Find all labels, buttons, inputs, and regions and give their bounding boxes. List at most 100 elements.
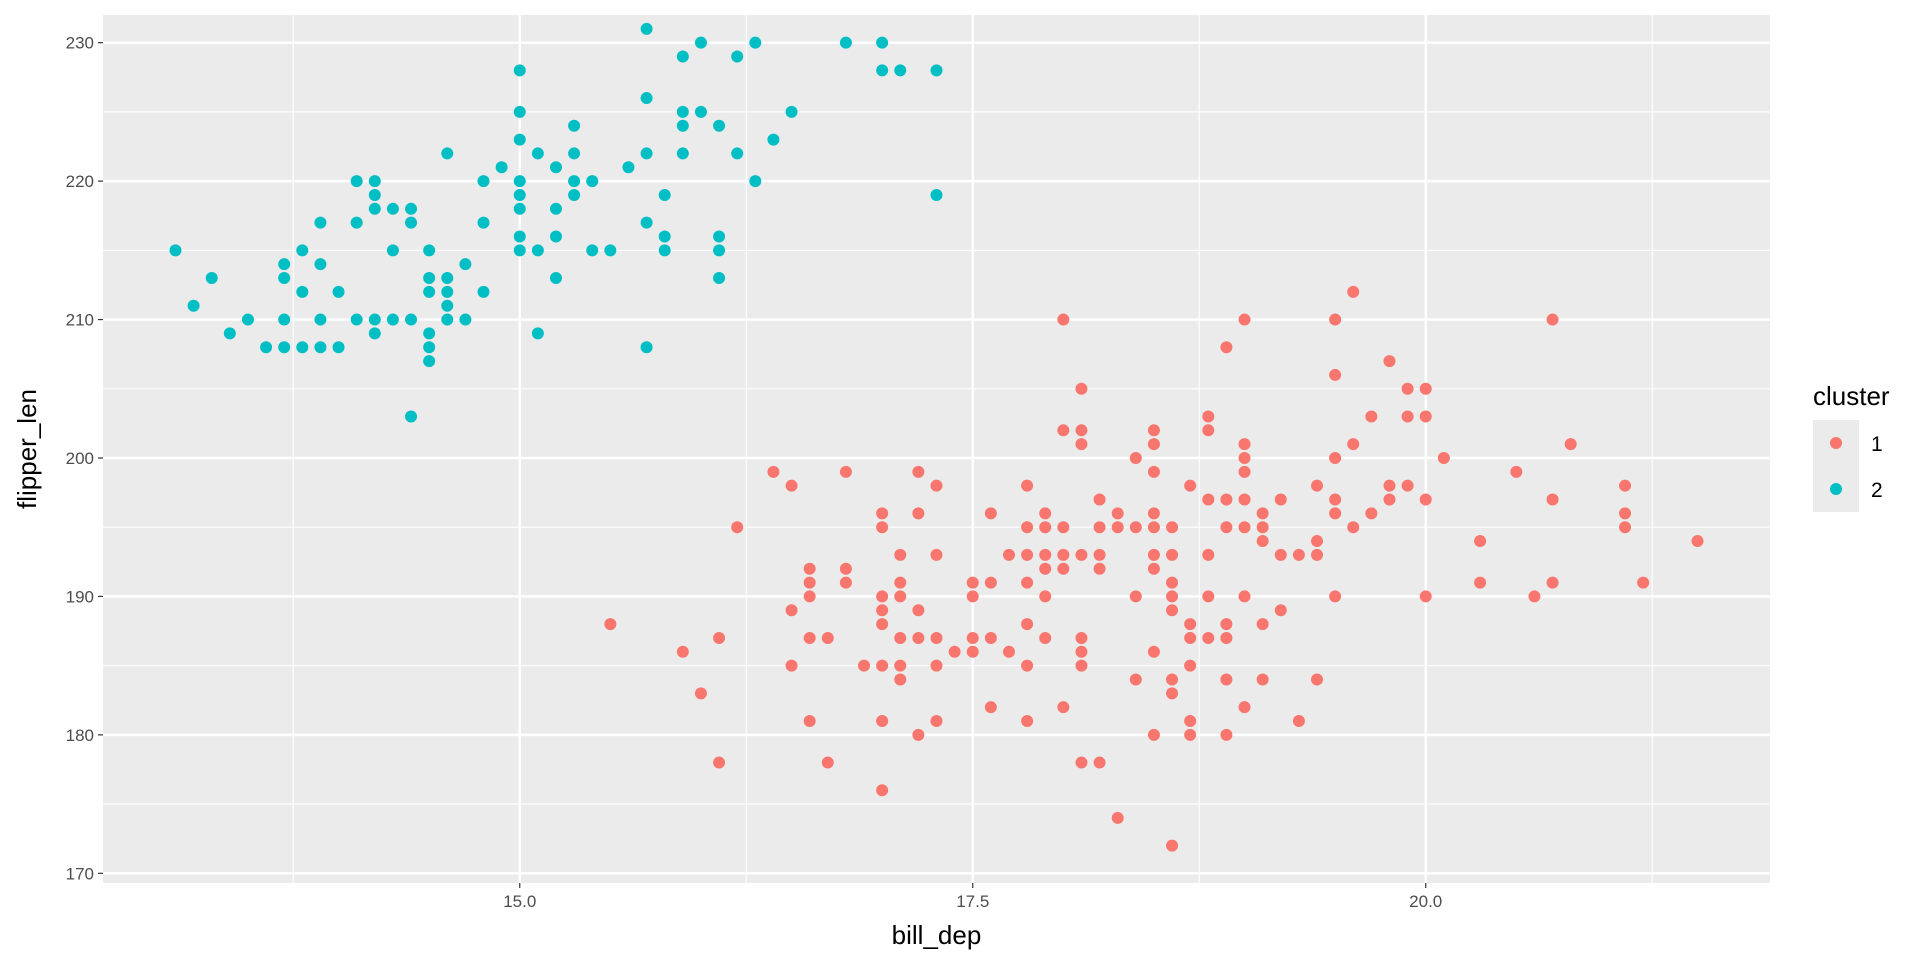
data-point [803, 576, 816, 589]
data-point [1419, 493, 1432, 506]
data-point [930, 188, 943, 201]
data-point [1075, 659, 1088, 672]
data-point [1057, 562, 1070, 575]
data-point [1238, 465, 1251, 478]
data-point [531, 244, 544, 257]
data-point [1002, 645, 1015, 658]
data-point [912, 507, 925, 520]
data-point [368, 202, 381, 215]
data-point [278, 313, 291, 326]
data-point [1202, 424, 1215, 437]
y-tick-label: 220 [66, 172, 94, 191]
data-point [912, 728, 925, 741]
data-point [948, 645, 961, 658]
data-point [314, 258, 327, 271]
data-point [876, 64, 889, 77]
data-point [223, 327, 236, 340]
data-point [513, 202, 526, 215]
data-point [1292, 715, 1305, 728]
data-point [966, 645, 979, 658]
data-point [1184, 479, 1197, 492]
data-point [296, 341, 309, 354]
data-point [1564, 438, 1577, 451]
data-point [568, 147, 581, 160]
data-point [423, 244, 436, 257]
data-point [1166, 604, 1179, 617]
data-point [894, 631, 907, 644]
data-point [549, 230, 562, 243]
data-point [966, 631, 979, 644]
data-point [640, 341, 653, 354]
data-point [386, 313, 399, 326]
data-point [1202, 631, 1215, 644]
data-point [1546, 576, 1559, 589]
data-point [1329, 451, 1342, 464]
data-point [839, 465, 852, 478]
data-point [568, 119, 581, 132]
data-point [713, 244, 726, 257]
data-point [278, 341, 291, 354]
data-point [350, 313, 363, 326]
data-point [1166, 548, 1179, 561]
data-point [350, 175, 363, 188]
legend-key [1830, 437, 1842, 449]
data-point [876, 659, 889, 672]
data-point [1184, 659, 1197, 672]
x-tick-label: 20.0 [1409, 892, 1442, 911]
data-point [531, 147, 544, 160]
data-point [513, 105, 526, 118]
data-point [241, 313, 254, 326]
data-point [296, 244, 309, 257]
data-point [568, 188, 581, 201]
data-point [894, 548, 907, 561]
data-point [1238, 590, 1251, 603]
data-point [749, 36, 762, 49]
data-point [1365, 410, 1378, 423]
data-point [676, 147, 689, 160]
data-point [1039, 521, 1052, 534]
data-point [839, 36, 852, 49]
data-point [1619, 479, 1632, 492]
data-point [1075, 631, 1088, 644]
data-point [731, 147, 744, 160]
data-point [549, 202, 562, 215]
data-point [658, 188, 671, 201]
data-point [640, 147, 653, 160]
data-point [1075, 548, 1088, 561]
data-point [1147, 521, 1160, 534]
data-point [713, 119, 726, 132]
data-point [1401, 382, 1414, 395]
data-point [513, 230, 526, 243]
data-point [459, 258, 472, 271]
data-point [1057, 521, 1070, 534]
data-point [568, 175, 581, 188]
data-point [1238, 313, 1251, 326]
data-point [1075, 382, 1088, 395]
data-point [1147, 438, 1160, 451]
data-point [1147, 562, 1160, 575]
data-point [441, 272, 454, 285]
data-point [477, 216, 490, 229]
data-point [984, 631, 997, 644]
data-point [423, 355, 436, 368]
data-point [713, 631, 726, 644]
data-point [912, 631, 925, 644]
data-point [1383, 479, 1396, 492]
data-point [676, 119, 689, 132]
data-point [1474, 535, 1487, 548]
y-tick-label: 180 [66, 726, 94, 745]
data-point [1311, 673, 1324, 686]
data-point [1292, 548, 1305, 561]
data-point [984, 507, 997, 520]
data-point [767, 465, 780, 478]
data-point [1274, 604, 1287, 617]
legend-key [1830, 483, 1842, 495]
data-point [1093, 521, 1106, 534]
data-point [1075, 645, 1088, 658]
data-point [1021, 715, 1034, 728]
data-point [694, 105, 707, 118]
data-point [423, 272, 436, 285]
data-point [1166, 521, 1179, 534]
data-point [1057, 548, 1070, 561]
